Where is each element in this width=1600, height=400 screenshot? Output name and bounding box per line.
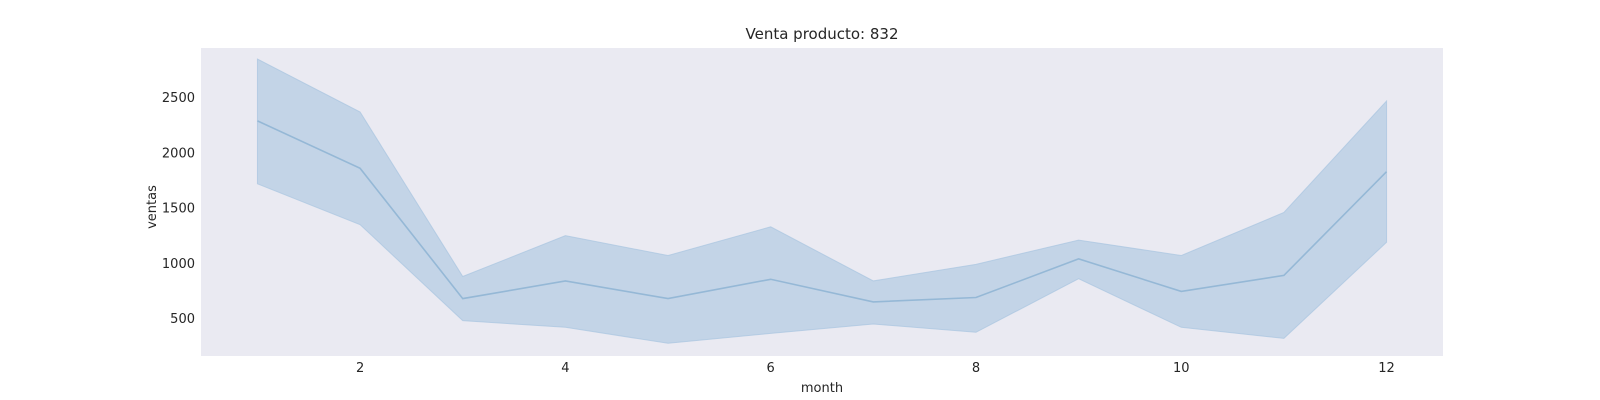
chart-title: Venta producto: 832: [746, 25, 899, 43]
x-tick-label: 8: [972, 361, 980, 376]
x-tick-labels: 2 4 6 8 10 12: [356, 361, 1395, 376]
y-tick-label: 1500: [162, 202, 195, 217]
series-line-layer: [257, 120, 1388, 303]
series-line: [257, 120, 1388, 303]
y-tick-label: 1000: [162, 257, 195, 272]
x-tick-label: 10: [1173, 361, 1190, 376]
confidence-band-layer: [256, 58, 1388, 344]
x-tick-label: 2: [356, 361, 364, 376]
x-tick-label: 6: [767, 361, 775, 376]
y-tick-label: 500: [170, 312, 195, 327]
y-axis-label: ventas: [145, 185, 160, 229]
confidence-band: [256, 58, 1388, 344]
x-tick-label: 4: [561, 361, 569, 376]
y-tick-label: 2000: [162, 146, 195, 161]
y-tick-labels: 500 1000 1500 2000 2500: [162, 91, 195, 327]
y-tick-label: 2500: [162, 91, 195, 106]
x-axis-label: month: [801, 381, 843, 396]
x-tick-label: 12: [1378, 361, 1395, 376]
